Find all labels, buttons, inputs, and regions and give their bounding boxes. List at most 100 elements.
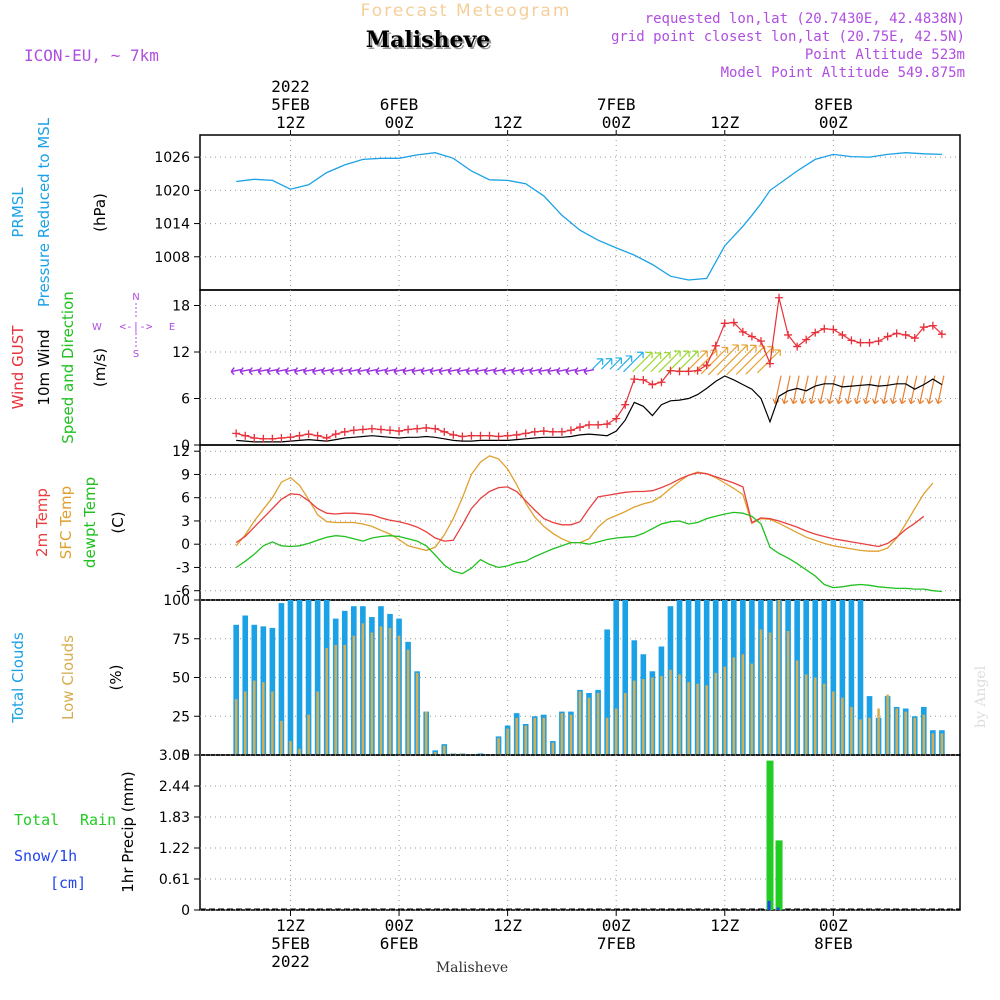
wind-barb-shaft [321,368,332,373]
wind-gust-point [548,427,557,436]
wind-barb-head [817,398,825,405]
wind-barb-shaft [493,368,504,373]
wind-barb-head [826,398,834,405]
wind-barb-head [257,367,262,376]
wind-barb [726,344,757,376]
low-cloud-bar [533,717,537,755]
wind-gust-point [612,414,621,423]
wind-barb [565,367,577,376]
low-cloud-bar [515,717,518,755]
wind-gust-point [576,423,584,432]
wind-gust-point [666,366,675,375]
wind-barb [556,367,568,376]
wind-barb-head [615,357,622,364]
wind-barb-shaft [357,368,368,373]
wind-barb [899,375,909,405]
low-cloud-bar [642,679,645,755]
wind-gust-point [784,330,793,339]
bottom-time-label: 5FEB [271,934,310,953]
low-cloud-bar [623,693,627,755]
wind-barb-shaft [792,375,800,404]
compass-n: N [132,292,139,303]
wind-barb [547,367,558,376]
wind-barb-head [935,398,943,405]
wind-gust-point [295,431,304,440]
wind-barb-shaft [574,368,586,373]
wind-gust-point [874,337,883,346]
wind-barb-head [330,367,335,376]
bottom-time-label: 2022 [271,952,310,971]
total-cloud-bar [703,600,710,755]
wind-barb-shaft [448,368,459,373]
wind-barb-head [402,367,407,376]
wind-barb-head [429,367,434,376]
compass-w: W [92,322,102,333]
low-cloud-bar [723,666,727,755]
wind-barb-head [529,367,534,376]
wind-barb-head [357,367,362,376]
wind-barb-shaft [919,375,927,404]
wind-ylabel: 10m Wind [35,329,53,405]
low-cloud-bar [931,733,935,755]
wind-gust-point [838,330,847,339]
total-cloud-bar [848,600,855,755]
top-time-label: 5FEB [271,95,310,114]
clouds-ylabel: Low Clouds [59,635,77,720]
chart-subtitle: Forecast Meteogram [361,1,572,21]
wind-barb-head [284,367,290,376]
location-title: Malisheve [366,27,490,53]
wind-gust-point [865,338,874,347]
wind-barb-shaft [393,368,405,373]
wind-barb-shaft [538,368,549,373]
wind-barb [592,358,604,370]
wind-ytick-label: 0 [181,438,190,454]
wind-gust-point [232,429,241,438]
wind-gust-point [702,361,711,370]
temperature-ytick-label: 12 [172,444,190,460]
bottom-time-label: 12Z [493,916,522,935]
precip-frame [199,754,961,911]
wind-gust-point [431,424,440,433]
precip-ytick-label: 3.05 [159,748,190,764]
wind-barb-head [625,355,633,362]
wind-gust-point [277,434,286,443]
top-time-label: 12Z [493,113,522,132]
wind-barb-shaft [707,344,739,376]
low-cloud-bar [424,711,428,755]
total-cloud-bar [839,600,846,755]
compass-e: E [169,322,175,333]
wind-barb-shaft [231,368,242,373]
wind-barb [650,352,671,373]
precip-label-rain: Rain [80,811,116,829]
wind-barb-head [502,367,507,376]
low-cloud-bar [687,682,690,755]
wind-barb [707,344,739,376]
low-cloud-bar [587,697,591,755]
wind-gust-point [648,380,657,389]
wind-gust-point [340,427,349,436]
clouds-ytick-label: 0 [181,748,190,764]
low-cloud-bar [578,691,582,755]
wind-barb-head [538,367,543,376]
wind-barb-shaft [294,368,305,373]
wind-barb-head [835,398,843,405]
temperature-ytick-label: -6 [176,584,190,600]
precip-label-snow: Snow/1h [14,847,77,865]
wind-barb-shaft [583,368,595,373]
wind-barb-shaft [864,375,873,404]
wind-barb [808,375,818,405]
requested-coords: requested lon,lat (20.7430E, 42.4838N) [645,11,965,27]
wind-barb [632,351,653,373]
wind-barb-shaft [502,368,513,373]
wind-barb [465,367,477,376]
wind-barb [447,367,459,376]
wind-gust-point [738,327,747,336]
wind-barb-head [637,351,644,359]
low-cloud-bar [560,713,564,755]
wind-barb [284,367,296,376]
wind-barb-shaft [910,375,918,404]
low-cloud-bar [705,685,708,755]
wind-barb [429,367,441,376]
wind-barb-shaft [735,345,766,375]
low-cloud-bar [262,682,265,755]
